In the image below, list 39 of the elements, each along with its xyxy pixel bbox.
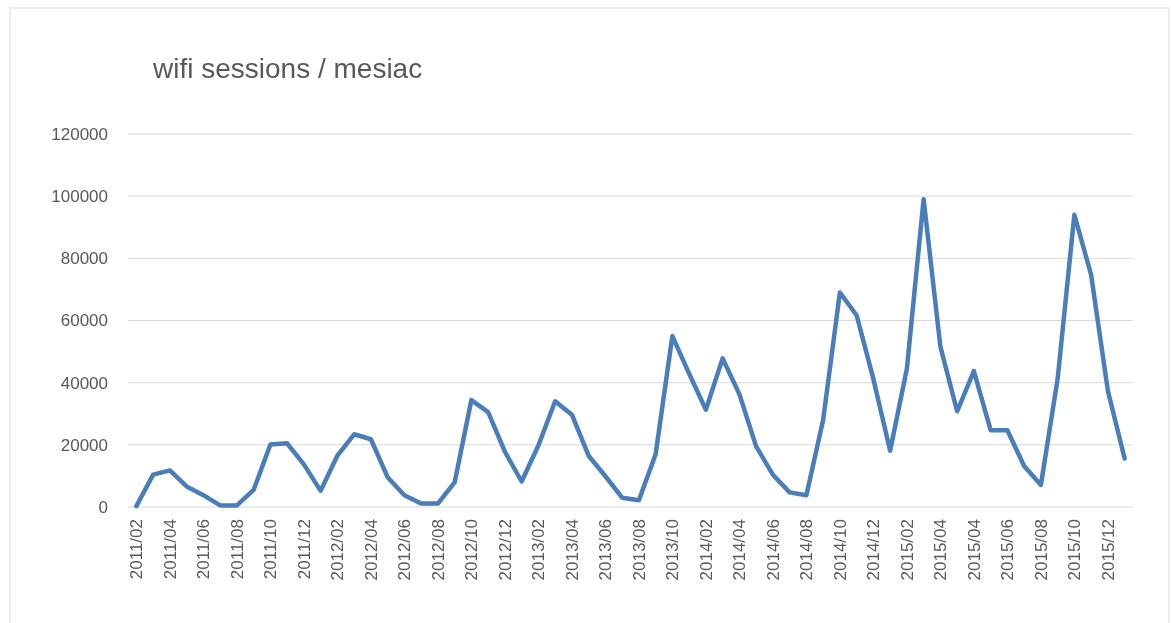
x-tick-label: 2014/04 xyxy=(730,519,750,581)
y-tick-label: 80000 xyxy=(60,249,108,269)
x-tick-label: 2015/06 xyxy=(998,519,1018,581)
x-tick-label: 2015/04 xyxy=(931,519,951,581)
x-tick-label: 2011/02 xyxy=(127,519,147,580)
x-tick-label: 2015/02 xyxy=(897,519,917,581)
x-tick-label: 2012/12 xyxy=(495,519,515,581)
x-tick-label: 2015/08 xyxy=(1031,519,1051,581)
line-series xyxy=(134,197,1127,509)
y-tick-label: 60000 xyxy=(60,311,108,331)
y-tick-label: 120000 xyxy=(51,124,108,144)
x-tick-label: 2015/04 xyxy=(964,519,984,581)
x-tick-label: 2012/06 xyxy=(395,519,415,581)
x-tick-label: 2011/06 xyxy=(194,519,214,580)
x-tick-label: 2013/06 xyxy=(596,519,616,581)
x-tick-label: 2013/10 xyxy=(663,519,683,581)
x-tick-label: 2012/02 xyxy=(328,519,348,581)
x-tick-label: 2014/08 xyxy=(797,519,817,581)
y-tick-label: 20000 xyxy=(60,435,108,455)
x-tick-label: 2014/10 xyxy=(830,519,850,581)
x-tick-label: 2012/08 xyxy=(428,519,448,581)
y-tick-label: 100000 xyxy=(51,187,108,207)
x-tick-label: 2014/06 xyxy=(763,519,783,581)
x-tick-label: 2014/12 xyxy=(864,519,884,581)
x-tick-label: 2011/04 xyxy=(160,519,180,580)
x-tick-label: 2011/12 xyxy=(294,519,314,580)
chart-title: wifi sessions / mesiac xyxy=(152,53,423,84)
x-tick-label: 2014/02 xyxy=(696,519,716,581)
x-tick-label: 2012/10 xyxy=(462,519,482,581)
y-tick-label: 40000 xyxy=(60,373,108,393)
x-tick-label: 2015/10 xyxy=(1065,519,1085,581)
x-tick-label: 2012/04 xyxy=(361,519,381,581)
y-tick-label: 0 xyxy=(98,497,108,517)
x-tick-label: 2011/10 xyxy=(261,519,281,580)
x-tick-label: 2011/08 xyxy=(227,519,247,580)
x-tick-label: 2013/08 xyxy=(629,519,649,581)
x-tick-label: 2015/12 xyxy=(1098,519,1118,581)
x-tick-label: 2013/02 xyxy=(529,519,549,581)
x-tick-label: 2013/04 xyxy=(562,519,582,581)
